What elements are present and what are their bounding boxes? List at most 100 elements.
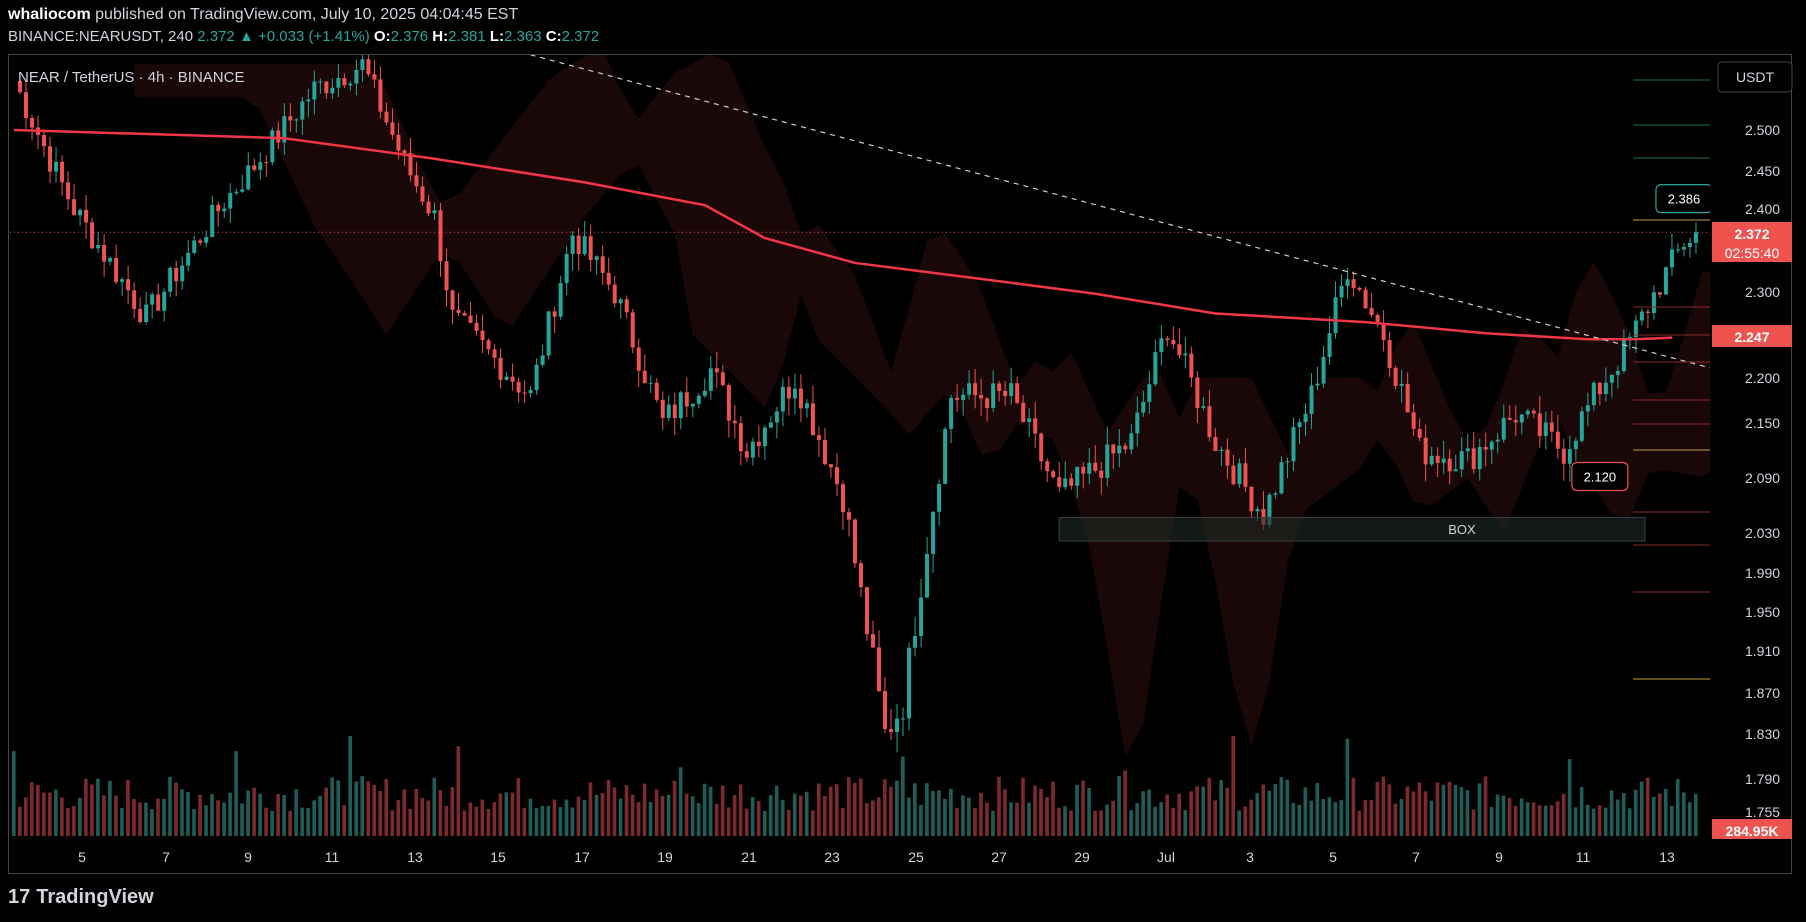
candle-body: [312, 81, 317, 100]
volume-bar: [1555, 801, 1560, 836]
candle-body: [522, 392, 527, 394]
volume-bar: [1159, 802, 1163, 836]
candle: [198, 238, 203, 246]
candle: [955, 384, 960, 413]
volume-bar: [1153, 806, 1157, 836]
symbol-label[interactable]: BINANCE:NEARUSDT, 240: [8, 28, 194, 45]
candle-body: [1465, 448, 1470, 452]
candle-body: [1279, 462, 1284, 494]
candle-body: [258, 162, 263, 170]
author-name[interactable]: whaliocom: [8, 6, 91, 23]
candle-body: [913, 635, 918, 648]
footer-brand[interactable]: 17 TradingView: [8, 886, 154, 909]
published-text: published on TradingView.com, July 10, 2…: [95, 6, 519, 23]
volume-bar: [312, 800, 316, 836]
candle-body: [1045, 461, 1050, 472]
candle: [1333, 281, 1338, 339]
candle-body: [438, 210, 443, 262]
candle: [1051, 469, 1056, 479]
volume-bar: [901, 756, 905, 836]
candle-body: [366, 59, 371, 75]
volume-bar: [192, 809, 196, 836]
candle-body: [270, 130, 275, 163]
volume-bar: [1327, 797, 1332, 836]
candle: [1099, 461, 1104, 495]
candle: [324, 81, 329, 99]
price-tick-label: 1.790: [1745, 771, 1780, 787]
chart-frame[interactable]: [8, 54, 1792, 874]
candle-body: [931, 511, 936, 554]
volume-bar: [210, 794, 214, 836]
volume-bar: [162, 798, 166, 836]
box-zone: [1058, 516, 1646, 542]
candle: [1009, 367, 1014, 405]
volume-bar: [1561, 793, 1566, 836]
volume-bar: [1381, 776, 1386, 836]
volume-bar: [1117, 776, 1121, 836]
candle: [1129, 423, 1134, 455]
candle: [1513, 405, 1518, 436]
candle-body: [1309, 385, 1314, 414]
volume-bar: [522, 807, 527, 836]
candle: [654, 378, 659, 403]
candle-body: [18, 81, 23, 93]
volume-bar: [1429, 800, 1434, 836]
candle-body: [1285, 461, 1290, 463]
candle-body: [138, 308, 143, 323]
candle-body: [1645, 311, 1650, 314]
volume-bars: [12, 736, 1698, 836]
candle: [1345, 267, 1350, 299]
time-tick-label: 3: [1246, 849, 1254, 865]
cloud-area: [134, 55, 1710, 757]
candle: [858, 560, 863, 598]
price-tick-label: 2.030: [1745, 525, 1780, 541]
high-value: 2.381: [448, 28, 486, 45]
candle-body: [96, 245, 101, 249]
volume-bar: [54, 789, 58, 836]
candle: [816, 426, 821, 457]
candle-body: [714, 368, 719, 373]
candle: [450, 289, 455, 325]
currency-button[interactable]: USDT: [1717, 61, 1793, 93]
volume-bar: [432, 777, 437, 836]
candle-body: [384, 111, 389, 123]
candle-body: [1615, 371, 1620, 375]
volume-bar: [883, 779, 887, 836]
candle-body: [1057, 477, 1062, 488]
candle-body: [600, 256, 605, 273]
volume-bar: [1651, 796, 1656, 836]
candle-body: [1297, 422, 1302, 428]
candle: [1453, 454, 1458, 472]
volume-bar: [1249, 799, 1254, 836]
time-tick-label: 29: [1074, 849, 1090, 865]
volume-bar: [594, 794, 599, 836]
volume-bar: [1519, 798, 1524, 836]
volume-bar: [1639, 781, 1644, 836]
volume-bar: [1603, 807, 1608, 836]
candle: [895, 703, 900, 753]
candle: [1471, 432, 1476, 474]
volume-bar: [246, 790, 250, 836]
price-tick-label: 1.910: [1745, 643, 1780, 659]
candle: [186, 240, 191, 272]
volume-bar: [24, 797, 28, 836]
volume-bar: [282, 794, 286, 836]
candle: [961, 388, 966, 416]
candle-body: [180, 265, 185, 282]
candle: [1279, 456, 1284, 495]
candle: [1591, 380, 1596, 411]
candle-body: [678, 392, 683, 419]
candle: [480, 314, 485, 354]
candle-body: [174, 267, 179, 282]
candle-body: [1339, 285, 1344, 298]
volume-bar: [1105, 804, 1109, 836]
candle-body: [696, 395, 701, 404]
candle-body: [546, 311, 551, 356]
candle-body: [828, 464, 833, 468]
volume-bar: [366, 781, 371, 836]
candle-body: [1687, 242, 1692, 248]
candle-body: [102, 245, 107, 262]
volume-bar: [1189, 791, 1193, 836]
ohlc-legend: BINANCE:NEARUSDT, 240 2.372 ▲ +0.033 (+1…: [8, 28, 599, 45]
